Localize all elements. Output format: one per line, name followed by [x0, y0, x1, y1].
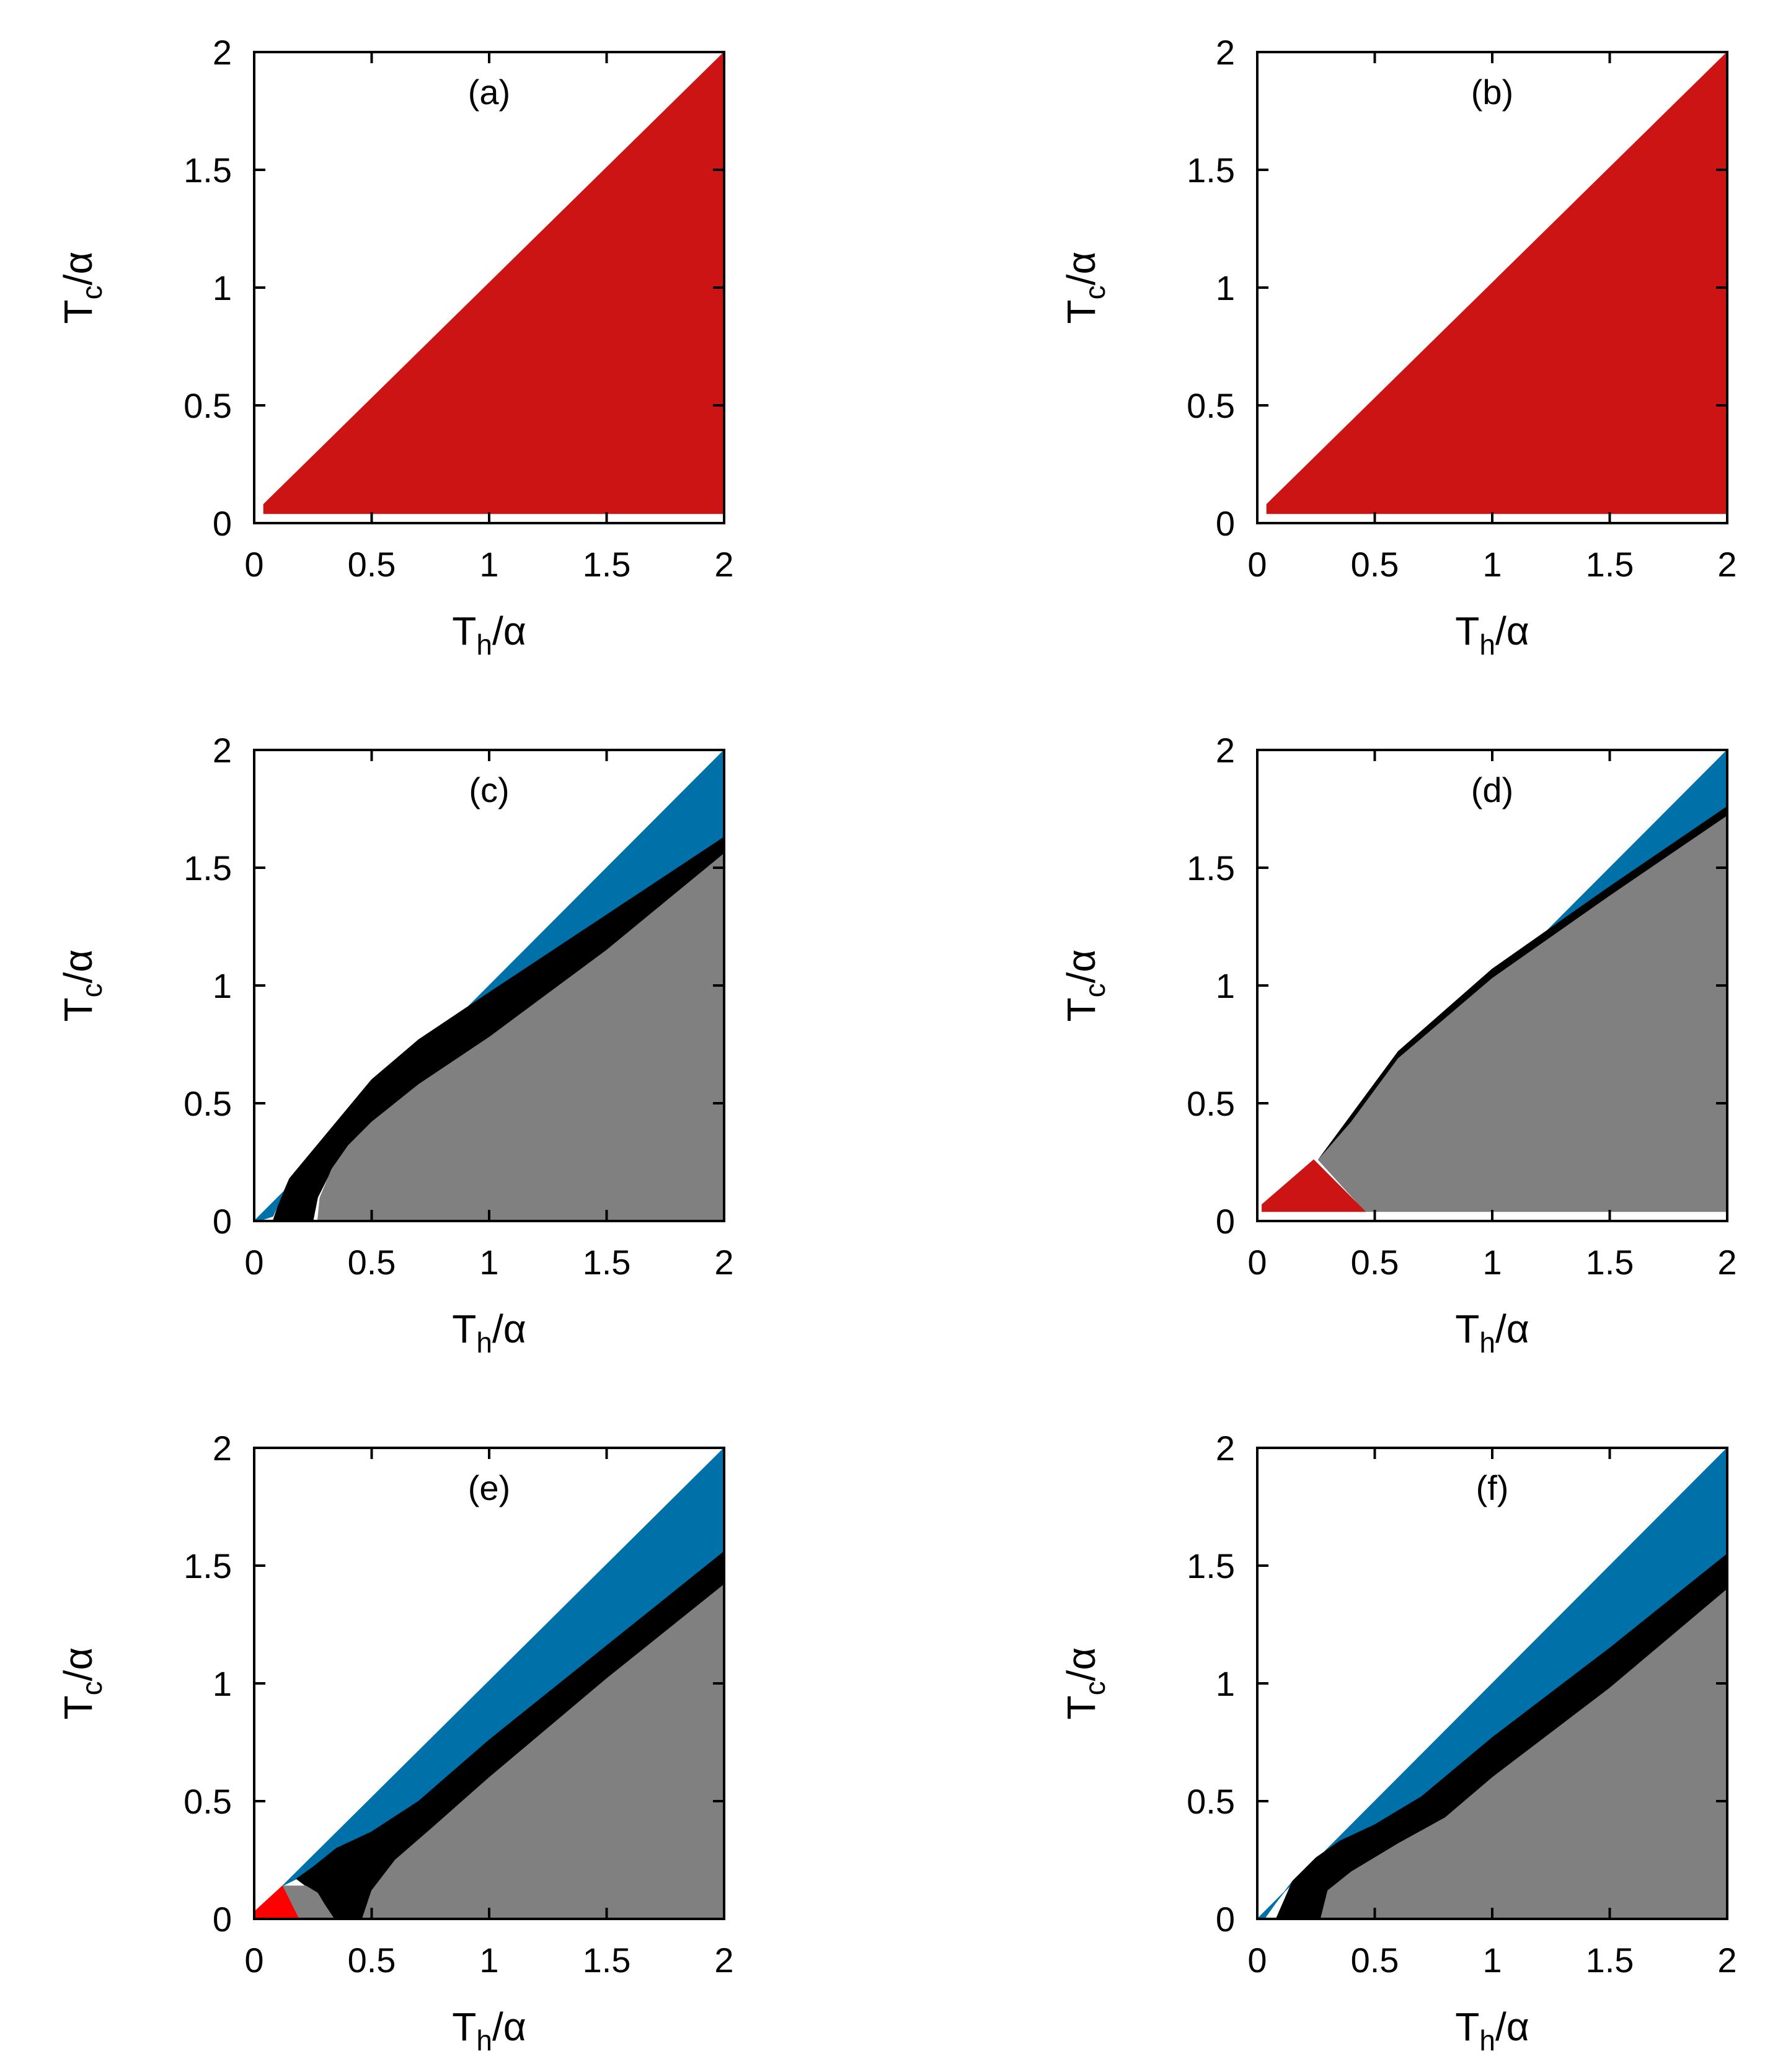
y-tick-label: 1.5 — [1187, 151, 1235, 190]
panel-a: 0 0.5 1 1.5 2 0 0.5 1 1.5 2 (a) Th/α Tc/α — [56, 33, 734, 661]
panel-label: (b) — [1471, 73, 1513, 112]
x-tick-label: 1.5 — [583, 1941, 631, 1980]
y-tick-label: 2 — [1216, 33, 1235, 72]
x-tick-label: 2 — [1717, 1941, 1737, 1980]
x-tick-label: 1.5 — [1586, 1941, 1634, 1980]
x-tick-label: 0 — [1247, 1243, 1267, 1282]
y-tick-label: 0 — [213, 1900, 232, 1939]
y-axis-label: Tc/α — [56, 950, 108, 1022]
y-tick-label: 0 — [1216, 504, 1235, 543]
x-tick-label: 0 — [1247, 545, 1267, 584]
y-tick-label: 1 — [1216, 1664, 1235, 1703]
y-tick-label: 0.5 — [184, 386, 232, 425]
panel-b: 0 0.5 1 1.5 2 0 0.5 1 1.5 2 (b) Th/α Tc/α — [1059, 33, 1737, 661]
x-tick-label: 0.5 — [348, 1243, 396, 1282]
y-tick-label: 1.5 — [184, 1546, 232, 1585]
y-tick-label: 1 — [213, 268, 232, 307]
x-tick-label: 2 — [714, 1941, 733, 1980]
x-axis-label: Th/α — [452, 1307, 526, 1359]
y-axis-label: Tc/α — [1059, 1647, 1111, 1720]
x-tick-label: 2 — [714, 1243, 733, 1282]
x-tick-label: 1 — [479, 545, 498, 584]
x-tick-label: 1.5 — [1586, 545, 1634, 584]
y-tick-label: 0.5 — [1187, 1084, 1235, 1123]
y-tick-label: 1 — [213, 1664, 232, 1703]
panel-label: (e) — [468, 1468, 510, 1507]
y-axis-label: Tc/α — [56, 252, 108, 324]
y-axis-label: Tc/α — [56, 1647, 108, 1720]
x-tick-label: 1.5 — [1586, 1243, 1634, 1282]
panel-c: 0 0.5 1 1.5 2 0 0.5 1 1.5 2 (c) Th/α Tc/α — [56, 731, 734, 1359]
region-dark-red-3 — [1262, 1159, 1366, 1212]
x-tick-label: 0 — [244, 1243, 263, 1282]
panel-f: 0 0.5 1 1.5 2 0 0.5 1 1.5 2 (f) Th/α Tc/α — [1059, 1429, 1737, 2057]
x-tick-label: 2 — [714, 545, 733, 584]
y-tick-label: 2 — [213, 33, 232, 72]
y-tick-label: 0 — [213, 504, 232, 543]
x-tick-label: 0.5 — [1351, 1941, 1399, 1980]
x-axis-label: Th/α — [452, 2004, 526, 2057]
panel-label: (d) — [1471, 770, 1513, 809]
x-tick-label: 0.5 — [1351, 1243, 1399, 1282]
y-tick-label: 2 — [1216, 1429, 1235, 1468]
region-gray-2 — [1317, 815, 1728, 1212]
x-tick-label: 1 — [479, 1243, 498, 1282]
panel-label: (a) — [468, 73, 510, 112]
x-axis-label: Th/α — [1455, 1307, 1529, 1359]
x-tick-label: 1.5 — [583, 545, 631, 584]
panel-e: 0 0.5 1 1.5 2 0 0.5 1 1.5 2 (e) Th/α Tc/α — [56, 1429, 734, 2057]
y-tick-label: 2 — [213, 1429, 232, 1468]
x-tick-label: 2 — [1717, 1243, 1737, 1282]
y-tick-label: 0.5 — [184, 1782, 232, 1821]
y-tick-label: 1.5 — [1187, 1546, 1235, 1585]
y-tick-label: 0 — [1216, 1900, 1235, 1939]
x-tick-label: 0 — [244, 545, 263, 584]
panel-label: (c) — [469, 770, 509, 809]
y-tick-label: 1.5 — [184, 151, 232, 190]
x-tick-label: 1 — [1482, 1941, 1502, 1980]
y-tick-label: 0.5 — [1187, 386, 1235, 425]
y-tick-label: 2 — [1216, 731, 1235, 770]
y-tick-label: 1 — [1216, 966, 1235, 1005]
x-axis-label: Th/α — [1455, 2004, 1529, 2057]
x-tick-label: 0.5 — [1351, 545, 1399, 584]
y-tick-label: 0.5 — [1187, 1782, 1235, 1821]
x-tick-label: 1 — [1482, 545, 1502, 584]
x-axis-label: Th/α — [1455, 609, 1529, 661]
y-axis-label: Tc/α — [1059, 252, 1111, 324]
y-tick-label: 1.5 — [1187, 849, 1235, 888]
panel-label: (f) — [1476, 1468, 1509, 1507]
y-axis-label: Tc/α — [1059, 950, 1111, 1022]
x-tick-label: 1.5 — [583, 1243, 631, 1282]
x-tick-label: 0 — [1247, 1941, 1267, 1980]
y-tick-label: 1 — [1216, 268, 1235, 307]
x-tick-label: 0.5 — [348, 1941, 396, 1980]
x-tick-label: 0 — [244, 1941, 263, 1980]
y-tick-label: 0.5 — [184, 1084, 232, 1123]
x-axis-label: Th/α — [452, 609, 526, 661]
x-tick-label: 2 — [1717, 545, 1737, 584]
panel-d: 0 0.5 1 1.5 2 0 0.5 1 1.5 2 (d) Th/α Tc/α — [1059, 731, 1737, 1359]
x-tick-label: 1 — [1482, 1243, 1502, 1282]
y-tick-label: 1.5 — [184, 849, 232, 888]
y-tick-label: 2 — [213, 731, 232, 770]
x-tick-label: 1 — [479, 1941, 498, 1980]
x-tick-label: 0.5 — [348, 545, 396, 584]
y-tick-label: 0 — [213, 1202, 232, 1241]
y-tick-label: 0 — [1216, 1202, 1235, 1241]
y-tick-label: 1 — [213, 966, 232, 1005]
